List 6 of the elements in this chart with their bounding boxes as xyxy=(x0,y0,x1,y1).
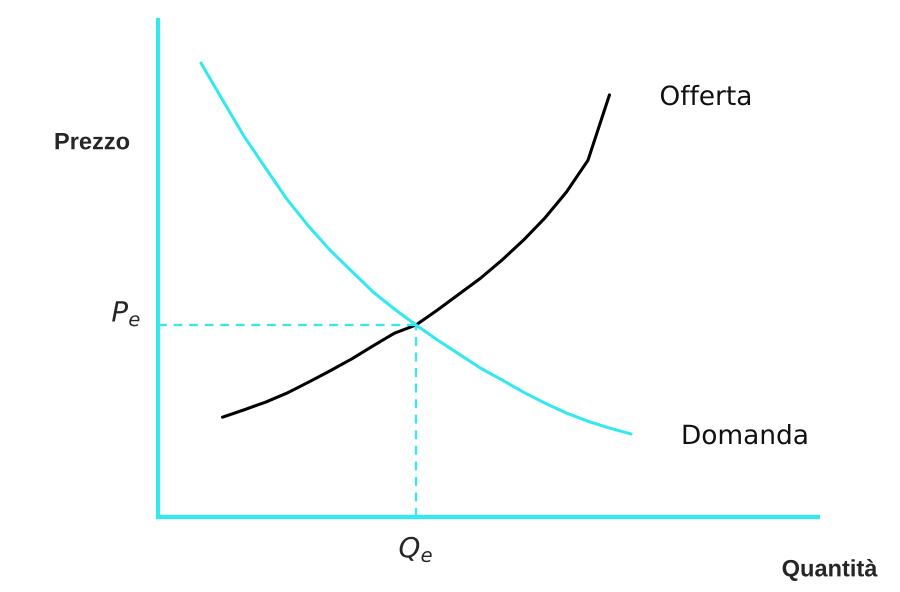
text: Q$_{e}$ xyxy=(400,536,432,562)
series-label: Offerta xyxy=(660,84,750,106)
series-label: Domanda xyxy=(684,424,807,444)
x-axis-title: Quantità xyxy=(782,559,878,581)
y-axis-title: Prezzo xyxy=(56,133,130,150)
ref-line-label: P$_{e}$ xyxy=(112,301,140,326)
